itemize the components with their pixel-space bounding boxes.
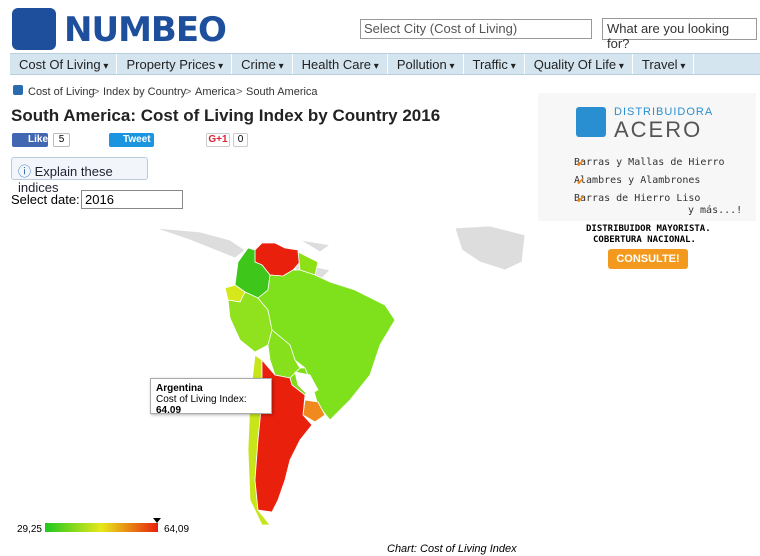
logo[interactable]: NUMBEO [64,10,227,50]
breadcrumb-link[interactable]: America [195,86,236,98]
nav-item[interactable]: Travel [633,54,695,74]
map-tooltip: Argentina Cost of Living Index: 64.09 [150,378,272,416]
ad-item: Alambres y Alambrones [574,175,701,186]
nav-item[interactable]: Crime [232,54,293,74]
breadcrumb-link[interactable]: Index by Country [103,86,187,98]
ad-item: Barras y Mallas de Hierro [574,157,725,168]
chart-caption: Chart: Cost of Living Index [387,543,517,555]
ad-cta[interactable]: CONSULTE! [608,249,688,269]
ad-line: COBERTURA NACIONAL. [593,235,696,245]
date-select[interactable]: 2016 [81,190,183,209]
like-count: 5 [53,133,70,147]
info-icon: ⓘ [18,164,32,179]
gplus-button[interactable]: G+1 [206,133,230,147]
ad-line: DISTRIBUIDOR MAYORISTA. [586,224,711,234]
search-input[interactable]: Select City (Cost of Living) [360,19,592,39]
nav-item[interactable]: Quality Of Life [525,54,633,74]
explain-text: Explain these indices [18,164,113,195]
tooltip-value: 64.09 [156,405,182,416]
legend-max: 64,09 [164,524,189,535]
breadcrumb-sep: > [185,86,192,98]
map: 29,25 64,09 [17,225,526,535]
nav-item[interactable]: Pollution [388,54,464,74]
legend-bar [45,523,158,532]
looking-for-select[interactable]: What are you looking for? [602,18,757,51]
ad-checks: ✔ ✔ ✔ [576,158,586,206]
tweet-button[interactable]: Tweet [109,133,154,147]
tooltip-country: Argentina [156,383,203,394]
tooltip-row: Cost of Living Index: 64.09 [156,394,266,416]
legend-marker [153,518,161,523]
like-button[interactable]: Like [12,133,48,147]
tooltip-metric: Cost of Living Index: [156,394,247,405]
legend-min: 29,25 [17,524,42,535]
nav-item[interactable]: Traffic [464,54,525,74]
breadcrumb-sep: > [93,86,100,98]
ad-logo [576,107,606,137]
ad-brand: ACERO [614,117,703,142]
ad-more: y más...! [688,205,743,216]
nav-item[interactable]: Cost Of Living [10,54,118,74]
logo-icon[interactable] [12,8,56,50]
ad-item: Barras de Hierro Liso [574,193,701,204]
page-title: South America: Cost of Living Index by C… [11,106,441,125]
nav-bar: Cost Of Living Property Prices Crime Hea… [10,53,760,75]
explain-button[interactable]: ⓘ Explain these indices [11,157,148,195]
ad-banner[interactable]: DISTRIBUIDORA ACERO Barras y Mallas de H… [538,93,756,269]
breadcrumb-sep: > [236,86,243,98]
gplus-count: 0 [233,133,248,147]
date-label: Select date: [11,192,80,207]
ad-brand-top: DISTRIBUIDORA [614,106,714,118]
region-grey [154,227,246,259]
home-icon[interactable] [13,85,23,95]
breadcrumb-link[interactable]: Cost of Living [28,86,95,98]
nav-item[interactable]: Property Prices [117,54,233,74]
nav-item[interactable]: Health Care [293,54,388,74]
breadcrumb-link[interactable]: South America [246,86,318,98]
region-grey [454,225,526,271]
region-highlight [294,371,319,396]
